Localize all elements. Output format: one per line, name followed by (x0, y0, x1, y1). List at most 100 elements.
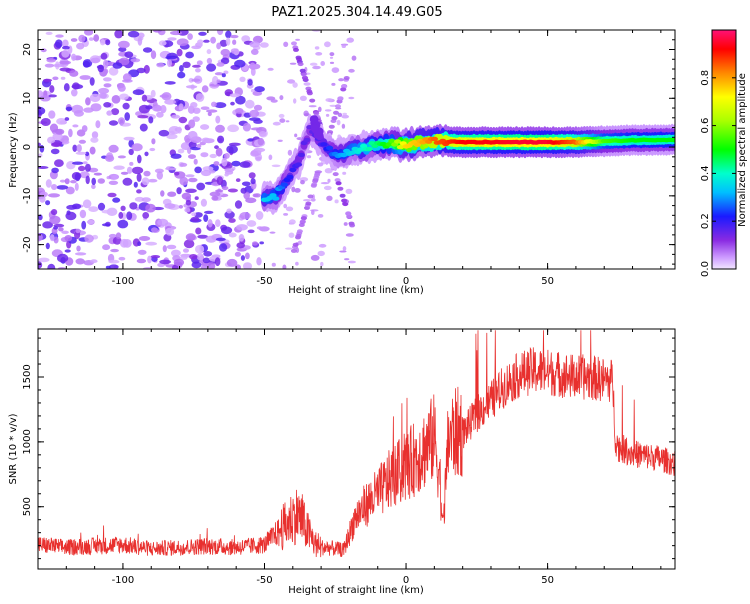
noise-speckle (194, 196, 199, 201)
noise-speckle (114, 30, 123, 39)
noise-speckle (240, 187, 247, 194)
noise-speckle (180, 256, 188, 260)
noise-speckle (157, 218, 169, 226)
noise-speckle (107, 192, 117, 198)
snr-y-label: SNR (10 * v/v) (8, 413, 19, 484)
noise-speckle (311, 182, 318, 187)
noise-speckle (251, 48, 259, 56)
noise-speckle (341, 114, 350, 119)
noise-speckle (108, 233, 117, 239)
noise-speckle (329, 56, 334, 59)
noise-speckle (126, 166, 133, 174)
noise-speckle (226, 208, 232, 214)
noise-speckle (56, 185, 69, 190)
noise-speckle (103, 68, 109, 75)
noise-speckle (85, 97, 91, 106)
ridge-blob (413, 142, 421, 147)
noise-speckle (45, 31, 53, 35)
noise-speckle (285, 206, 294, 212)
noise-speckle (129, 202, 138, 210)
noise-speckle (325, 98, 333, 102)
noise-speckle (207, 111, 212, 117)
noise-speckle (58, 227, 64, 232)
noise-speckle (82, 199, 92, 209)
noise-speckle (291, 41, 297, 46)
noise-speckle (253, 119, 263, 124)
noise-speckle (117, 117, 126, 125)
noise-speckle (327, 178, 331, 183)
noise-speckle (82, 60, 91, 68)
noise-speckle (63, 83, 70, 92)
noise-speckle (231, 160, 241, 167)
noise-speckle (141, 94, 148, 102)
noise-speckle (180, 142, 192, 151)
noise-speckle (91, 177, 96, 186)
noise-speckle (344, 258, 350, 261)
noise-speckle (120, 171, 129, 175)
noise-speckle (219, 243, 228, 252)
noise-speckle (97, 178, 106, 184)
noise-speckle (156, 62, 165, 68)
noise-speckle (144, 151, 149, 157)
noise-speckles (38, 30, 359, 269)
noise-speckle (64, 178, 70, 185)
noise-speckle (88, 37, 94, 41)
noise-speckle (242, 262, 253, 269)
noise-speckle (334, 199, 339, 204)
noise-speckle (245, 99, 255, 109)
noise-speckle (220, 48, 231, 57)
ridge-blob (320, 142, 328, 147)
noise-speckle (117, 219, 129, 229)
ridge-blob (309, 115, 318, 124)
noise-speckle (227, 124, 240, 133)
noise-speckle (254, 86, 265, 93)
noise-speckle (206, 109, 218, 113)
noise-speckle (59, 60, 71, 65)
noise-speckle (44, 63, 55, 68)
spectrogram-x-label: Height of straight line (km) (288, 285, 424, 296)
noise-speckle (297, 62, 304, 67)
noise-speckle (141, 197, 151, 203)
noise-speckle (142, 212, 150, 219)
noise-speckle (106, 110, 113, 116)
noise-speckle (100, 39, 106, 46)
noise-speckle (309, 98, 316, 103)
noise-speckle (117, 84, 126, 92)
noise-speckle (317, 250, 325, 257)
noise-speckle (200, 152, 209, 158)
ridge-blob (365, 146, 373, 152)
noise-speckle (209, 191, 221, 197)
noise-speckle (240, 255, 245, 261)
noise-speckle (229, 93, 241, 98)
x-tick-label: -50 (256, 276, 272, 287)
noise-speckle (236, 224, 248, 231)
noise-speckle (258, 131, 267, 137)
noise-speckle (178, 103, 184, 111)
noise-speckle (89, 77, 95, 86)
noise-speckle (200, 264, 208, 269)
noise-speckle (226, 144, 238, 154)
noise-speckle (70, 38, 78, 42)
noise-speckle (112, 197, 121, 203)
noise-speckle (215, 219, 221, 228)
noise-speckle (166, 133, 178, 140)
noise-speckle (287, 79, 296, 84)
noise-speckle (215, 237, 226, 242)
noise-speckle (191, 212, 197, 217)
noise-speckle (219, 39, 228, 47)
noise-speckle (203, 251, 213, 257)
noise-speckle (145, 203, 156, 213)
noise-speckle (122, 177, 133, 186)
noise-speckle (133, 181, 138, 188)
noise-speckle (228, 232, 237, 238)
noise-speckle (331, 67, 340, 73)
noise-speckle (185, 233, 196, 241)
noise-speckle (142, 47, 153, 53)
x-tick-label: -50 (256, 575, 272, 586)
noise-speckle (141, 177, 150, 186)
noise-speckle (112, 174, 119, 180)
noise-speckle (289, 219, 296, 225)
noise-speckle (51, 167, 59, 174)
noise-speckle (136, 173, 142, 182)
noise-speckle (145, 105, 153, 110)
